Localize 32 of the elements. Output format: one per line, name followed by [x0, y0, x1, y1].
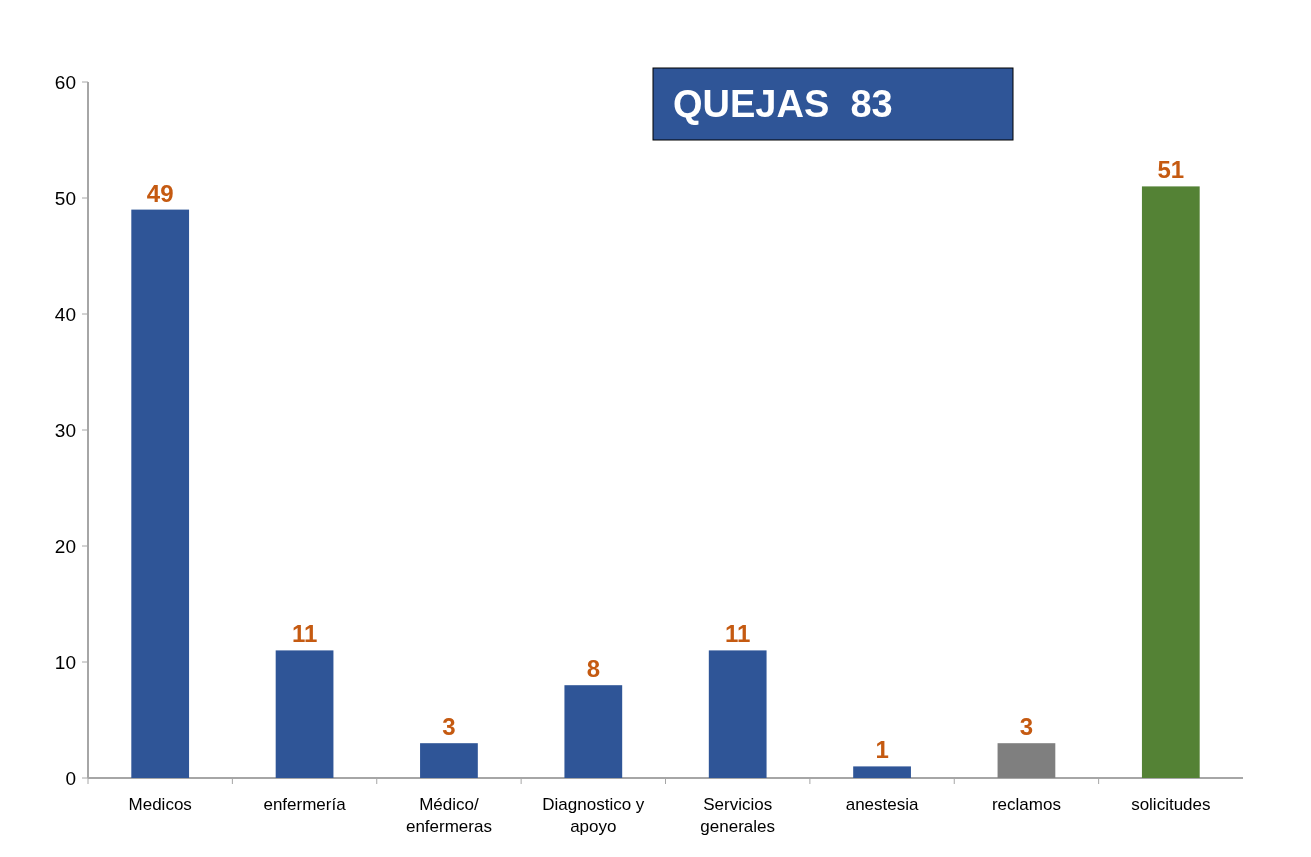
x-tick-label: solicitudes	[1131, 795, 1211, 814]
bar	[853, 766, 911, 778]
y-tick-label: 50	[54, 187, 76, 209]
y-tick-label: 10	[54, 651, 76, 673]
x-tick-label: enfermería	[263, 795, 347, 814]
y-tick-label: 30	[54, 419, 76, 441]
y-tick-label: 20	[54, 535, 76, 557]
data-label: 51	[1157, 156, 1185, 184]
data-label: 3	[1019, 713, 1034, 741]
y-tick-label: 40	[54, 303, 76, 325]
data-label: 8	[586, 655, 600, 683]
x-tick-label: reclamos	[991, 795, 1061, 814]
bar	[420, 743, 478, 778]
x-tick-label: anestesia	[845, 795, 919, 814]
data-label: 3	[442, 713, 456, 741]
data-label: 1	[875, 736, 889, 764]
bar	[708, 650, 767, 778]
y-tick-label: 60	[54, 71, 76, 93]
x-tick-label: Médico/ enfermeras	[405, 795, 492, 836]
bar	[564, 685, 623, 778]
bar	[275, 650, 334, 778]
x-tick-label: Diagnostico y apoyo	[542, 795, 645, 836]
y-tick-label: 0	[65, 767, 76, 789]
chart-title: QUEJAS 83	[673, 83, 893, 125]
data-label: 11	[291, 620, 318, 648]
bar	[997, 743, 1056, 778]
x-tick-label: Servicios generales	[700, 795, 776, 836]
data-label: 11	[725, 620, 751, 648]
bar	[1141, 186, 1200, 778]
bar	[131, 209, 190, 778]
x-tick-label: Medicos	[128, 795, 192, 814]
data-label: 49	[146, 179, 174, 207]
